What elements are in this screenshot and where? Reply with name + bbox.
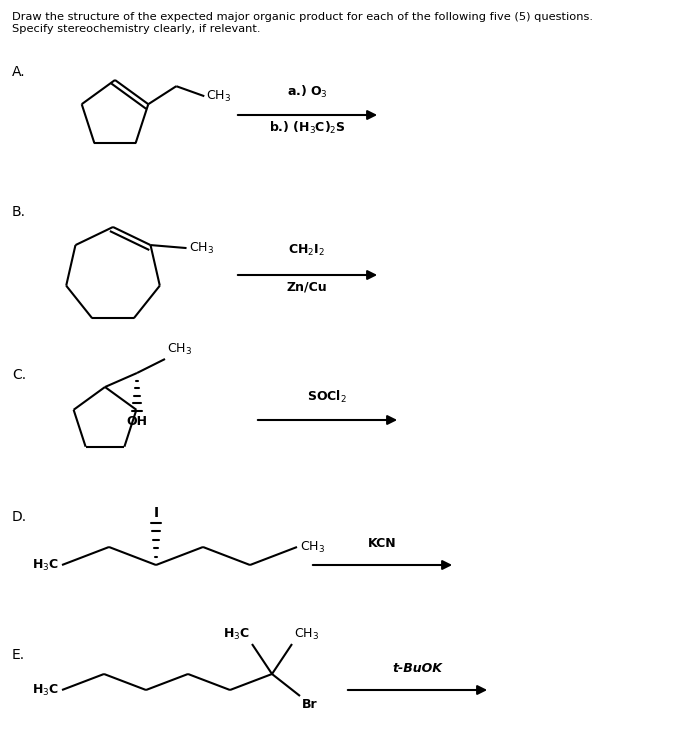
Text: CH$_3$: CH$_3$ <box>167 342 192 357</box>
Text: CH$_3$: CH$_3$ <box>188 241 214 256</box>
Text: Draw the structure of the expected major organic product for each of the followi: Draw the structure of the expected major… <box>12 12 593 34</box>
Text: C.: C. <box>12 368 26 382</box>
Text: A.: A. <box>12 65 25 79</box>
Text: Zn/Cu: Zn/Cu <box>287 280 327 293</box>
Text: CH$_3$: CH$_3$ <box>206 89 232 104</box>
Text: Br: Br <box>302 698 318 711</box>
Text: CH$_3$: CH$_3$ <box>294 627 319 642</box>
Text: E.: E. <box>12 648 25 662</box>
Text: OH: OH <box>127 415 147 428</box>
Text: D.: D. <box>12 510 27 524</box>
Text: H$_3$C: H$_3$C <box>32 558 59 572</box>
Text: KCN: KCN <box>368 537 397 550</box>
Text: I: I <box>153 506 158 520</box>
Text: CH$_3$: CH$_3$ <box>300 539 325 555</box>
Text: H$_3$C: H$_3$C <box>32 682 59 698</box>
Text: H$_3$C: H$_3$C <box>223 627 250 642</box>
Text: t-BuOK: t-BuOK <box>392 662 442 675</box>
Text: CH$_2$I$_2$: CH$_2$I$_2$ <box>288 243 325 258</box>
Text: b.) (H$_3$C)$_2$S: b.) (H$_3$C)$_2$S <box>269 120 345 136</box>
Text: SOCl$_2$: SOCl$_2$ <box>307 389 347 405</box>
Text: a.) O$_3$: a.) O$_3$ <box>286 84 327 100</box>
Text: B.: B. <box>12 205 26 219</box>
